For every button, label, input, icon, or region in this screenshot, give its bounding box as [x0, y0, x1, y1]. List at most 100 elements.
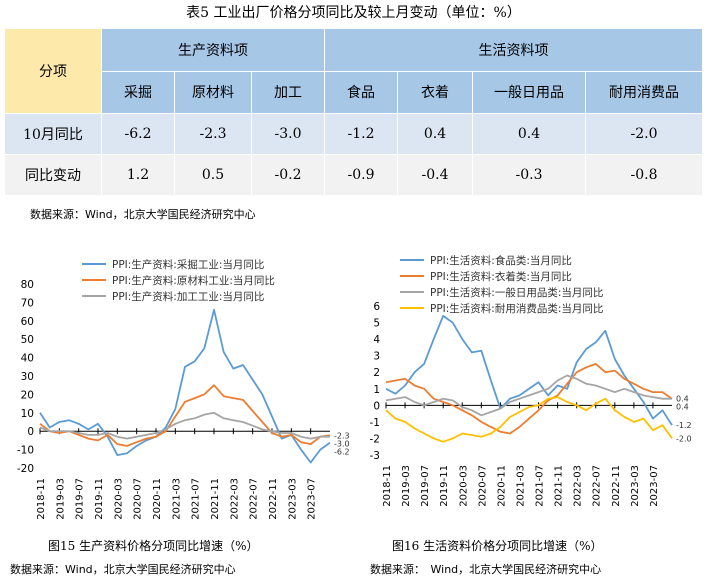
x-tick-label: 2022-11 [268, 478, 279, 520]
series-line [385, 396, 673, 443]
x-tick-label: 2023-07 [649, 465, 660, 507]
table-cell: -0.8 [585, 154, 703, 196]
series-line [39, 384, 331, 447]
x-tick-label: 2018-11 [382, 465, 393, 507]
legend-label: PPI:生活资料:耐用消费品类:当月同比 [430, 302, 603, 315]
legend-label: PPI:生活资料:食品类:当月同比 [430, 254, 572, 267]
group-header-production: 生产资料项 [101, 28, 325, 72]
col-header: 原材料 [174, 70, 252, 114]
table-cell: -1.2 [324, 113, 398, 155]
table-cell: 0.5 [174, 154, 252, 196]
y-tick-label: 40 [21, 353, 34, 365]
y-tick-label: -1 [370, 417, 380, 429]
end-value-label: -1.2 [676, 421, 692, 430]
row-label: 同比变动 [4, 154, 102, 196]
y-tick-label: 0 [373, 400, 380, 412]
table-corner: 分项 [4, 28, 102, 114]
table-cell: -3.0 [251, 113, 325, 155]
y-tick-label: 1 [373, 384, 380, 396]
series-line [385, 363, 673, 435]
series-line [385, 315, 673, 426]
x-tick-label: 2020-11 [496, 465, 507, 507]
end-value-label: -3.0 [334, 439, 350, 448]
series-line [39, 308, 331, 464]
legend-label: PPI:生活资料:衣着类:当月同比 [430, 270, 572, 283]
x-tick-label: 2019-11 [439, 465, 450, 507]
table-row: 同比变动 1.2 0.5 -0.2 -0.9 -0.4 -0.3 -0.8 [4, 154, 703, 196]
y-tick-label: -20 [17, 463, 34, 475]
chart-source-living: 数据来源： Wind，北京大学国民经济研究中心 [370, 563, 602, 576]
x-tick-label: 2020-03 [458, 465, 469, 507]
ppi-table: 分项 生产资料项 生活资料项 采掘 原材料 加工 食品 衣着 一般日用品 耐用消… [4, 28, 703, 196]
x-tick-label: 2022-07 [592, 465, 603, 507]
x-tick-label: 2020-07 [477, 465, 488, 507]
col-header: 衣着 [397, 70, 473, 114]
table-cell: -0.3 [472, 154, 586, 196]
y-tick-label: 20 [21, 389, 34, 401]
x-tick-label: 2022-07 [249, 478, 260, 520]
legend-label: PPI:生产资料:加工工业:当月同比 [112, 290, 264, 303]
x-tick-label: 2021-11 [210, 478, 221, 520]
chart-production: PPI:生产资料:采掘工业:当月同比 PPI:生产资料:原材料工业:当月同比 PPI… [17, 258, 350, 520]
end-value-label: -6.2 [334, 447, 350, 456]
col-header: 加工 [251, 70, 325, 114]
y-tick-label: 3 [373, 351, 380, 363]
end-value-label: -2.0 [676, 434, 692, 443]
table-cell: -0.4 [397, 154, 473, 196]
x-tick-label: 2023-03 [630, 465, 641, 507]
y-tick-label: 4 [373, 334, 380, 346]
x-tick-label: 2022-03 [229, 478, 240, 520]
x-tick-label: 2019-07 [420, 465, 431, 507]
y-tick-label: 30 [21, 371, 34, 383]
table-cell: -2.3 [174, 113, 252, 155]
col-header: 采掘 [101, 70, 175, 114]
legend-label: PPI:生产资料:采掘工业:当月同比 [112, 258, 264, 271]
end-value-label: -2.3 [334, 431, 350, 440]
x-tick-label: 2021-03 [171, 478, 182, 520]
y-tick-label: 6 [373, 301, 380, 313]
series-line [39, 411, 330, 440]
x-tick-label: 2018-11 [36, 478, 47, 520]
x-tick-label: 2021-11 [554, 465, 565, 507]
x-tick-label: 2019-03 [401, 465, 412, 507]
y-tick-label: 10 [21, 408, 34, 420]
y-tick-label: 2 [373, 367, 380, 379]
table-cell: -2.0 [585, 113, 703, 155]
table-cell: -6.2 [101, 113, 175, 155]
legend-label: PPI:生产资料:原材料工业:当月同比 [112, 274, 275, 287]
table-cell: 1.2 [101, 154, 175, 196]
chart-source-production: 数据来源：Wind，北京大学国民经济研究中心 [10, 563, 236, 576]
chart-caption-living: 图16 生活资料价格分项同比增速（%） [392, 539, 603, 553]
x-tick-label: 2019-07 [75, 478, 86, 520]
col-header: 耐用消费品 [585, 70, 703, 114]
y-tick-label: 70 [21, 297, 34, 309]
x-tick-label: 2020-07 [133, 478, 144, 520]
chart-living: PPI:生活资料:食品类:当月同比 PPI:生活资料:衣着类:当月同比 PPI:生活… [370, 254, 692, 507]
y-tick-label: -3 [370, 450, 380, 462]
table-cell: -0.9 [324, 154, 398, 196]
x-tick-label: 2022-11 [611, 465, 622, 507]
x-tick-label: 2021-07 [535, 465, 546, 507]
x-tick-label: 2021-07 [191, 478, 202, 520]
table-cell: -0.2 [251, 154, 325, 196]
x-tick-label: 2021-03 [515, 465, 526, 507]
table-row: 10月同比 -6.2 -2.3 -3.0 -1.2 0.4 0.4 -2.0 [4, 113, 703, 155]
table-cell: 0.4 [472, 113, 586, 155]
x-tick-label: 2019-11 [94, 478, 105, 520]
x-tick-label: 2023-07 [307, 478, 318, 520]
x-tick-label: 2020-03 [113, 478, 124, 520]
table-cell: 0.4 [397, 113, 473, 155]
y-tick-label: 50 [21, 334, 34, 346]
y-tick-label: 80 [21, 279, 34, 291]
group-header-living: 生活资料项 [324, 28, 703, 72]
table-title: 表5 工业出厂价格分项同比及较上月变动（单位：%） [186, 5, 521, 21]
end-value-label: 0.4 [676, 403, 689, 412]
row-label: 10月同比 [4, 113, 102, 155]
y-tick-label: 5 [373, 318, 380, 330]
col-header: 食品 [324, 70, 398, 114]
chart-caption-production: 图15 生产资料价格分项同比增速（%） [48, 539, 259, 553]
end-value-label: 0.4 [676, 395, 689, 404]
y-tick-label: -2 [370, 433, 380, 445]
x-tick-label: 2023-03 [287, 478, 298, 520]
col-header: 一般日用品 [472, 70, 586, 114]
